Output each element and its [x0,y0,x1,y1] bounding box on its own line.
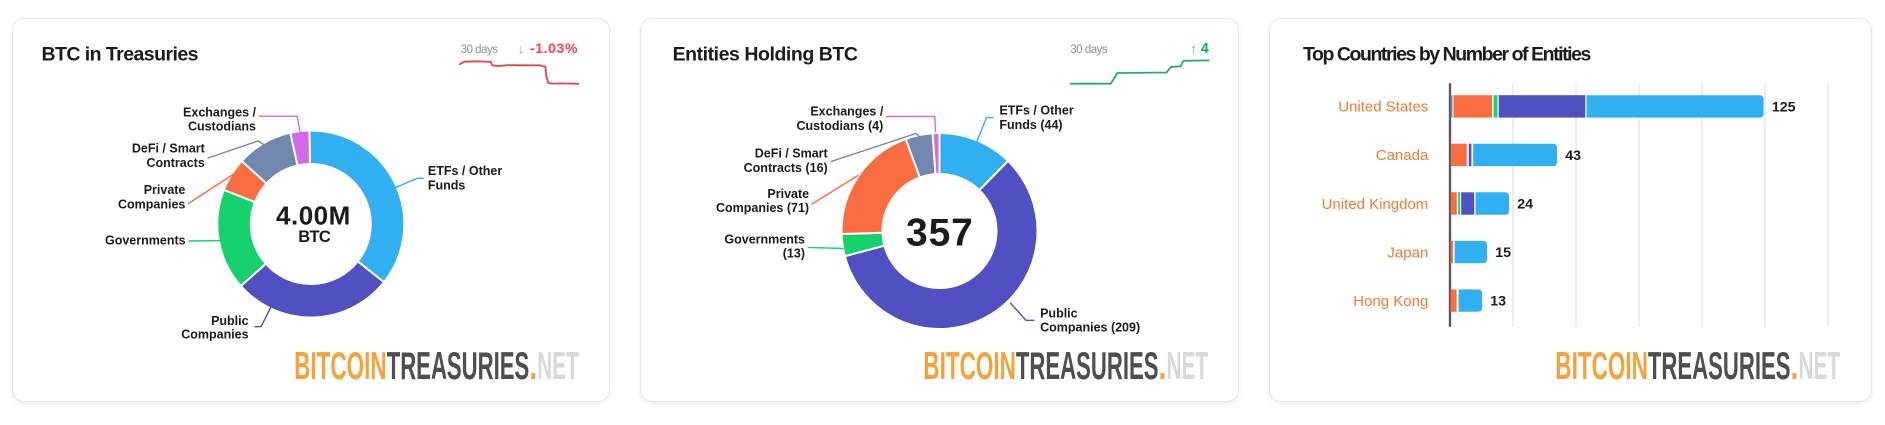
svg-text:↓: ↓ [518,40,525,56]
svg-text:.: . [1791,345,1799,388]
svg-text:Governments: Governments [724,232,805,246]
svg-text:43: 43 [1565,148,1581,164]
svg-text:TREASURIES: TREASURIES [1016,345,1159,388]
svg-text:Japan: Japan [1387,244,1428,261]
svg-text:Public: Public [1040,307,1078,321]
svg-text:Public: Public [211,314,249,328]
svg-text:DeFi / Smart: DeFi / Smart [132,141,206,155]
svg-text:BTC: BTC [298,228,331,246]
svg-text:24: 24 [1517,197,1533,213]
svg-text:Companies (209): Companies (209) [1040,321,1140,335]
svg-text:30 days: 30 days [1070,44,1108,56]
svg-text:Private: Private [767,187,809,201]
svg-text:DeFi / Smart: DeFi / Smart [755,147,829,161]
svg-text:Contracts: Contracts [146,156,204,170]
svg-text:NET: NET [1799,345,1841,388]
svg-text:15: 15 [1495,245,1511,261]
svg-text:Custodians (4): Custodians (4) [796,119,883,133]
svg-text:United Kingdom: United Kingdom [1322,196,1429,213]
svg-text:ETFs / Other: ETFs / Other [428,164,502,178]
svg-text:.: . [529,345,537,388]
svg-text:4.00M: 4.00M [276,201,351,231]
svg-text:Top Countries by Number of Ent: Top Countries by Number of Entities [1303,44,1592,66]
svg-text:.: . [1159,345,1167,388]
svg-text:Canada: Canada [1376,147,1429,164]
svg-text:NET: NET [1167,345,1209,388]
svg-text:-1.03%: -1.03% [530,40,578,56]
svg-text:BTC in Treasuries: BTC in Treasuries [42,44,199,66]
svg-text:Private: Private [144,183,186,197]
svg-text:BITCOIN: BITCOIN [923,345,1016,388]
svg-text:125: 125 [1772,100,1796,116]
svg-text:(13): (13) [783,247,805,261]
svg-text:13: 13 [1490,294,1506,310]
svg-text:Hong Kong: Hong Kong [1353,293,1428,310]
svg-text:ETFs / Other: ETFs / Other [999,103,1073,117]
svg-text:Exchanges /: Exchanges / [183,105,256,119]
svg-text:NET: NET [537,345,579,388]
svg-text:TREASURIES: TREASURIES [387,345,530,388]
svg-text:Companies: Companies [181,327,248,341]
svg-text:BITCOIN: BITCOIN [1555,345,1648,388]
svg-text:30 days: 30 days [461,44,499,56]
svg-text:Governments: Governments [105,233,186,247]
svg-text:4: 4 [1201,41,1209,57]
svg-text:BITCOIN: BITCOIN [294,345,387,388]
svg-text:Entities Holding BTC: Entities Holding BTC [673,44,858,66]
svg-text:TREASURIES: TREASURIES [1648,345,1791,388]
svg-text:357: 357 [906,211,974,254]
svg-text:↑: ↑ [1190,40,1197,56]
svg-text:Companies (71): Companies (71) [716,201,809,215]
svg-text:Exchanges /: Exchanges / [810,105,883,119]
svg-text:Funds: Funds [428,178,466,192]
svg-text:United States: United States [1338,99,1428,116]
svg-text:Companies: Companies [118,197,185,211]
svg-text:Contracts (16): Contracts (16) [744,161,828,175]
svg-text:Custodians: Custodians [188,120,256,134]
svg-text:Funds (44): Funds (44) [999,118,1062,132]
